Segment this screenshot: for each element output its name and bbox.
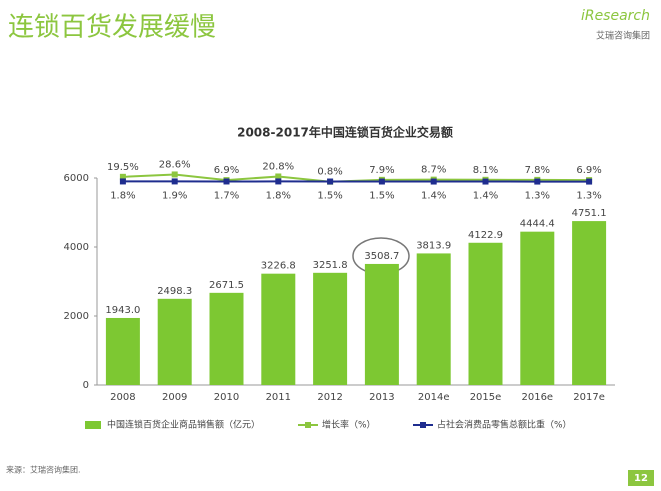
- point-label: 1.4%: [421, 191, 446, 202]
- marker: [327, 178, 334, 185]
- point-label: 1.5%: [369, 191, 394, 202]
- bar-label: 2671.5: [209, 280, 244, 291]
- bar: [313, 272, 348, 385]
- bar: [105, 317, 140, 385]
- legend-label: 占社会消费品零售总额比重（%）: [437, 419, 572, 431]
- point-label: 7.9%: [369, 165, 394, 176]
- x-tick-label: 2011: [266, 392, 291, 403]
- bar-label: 4444.4: [520, 219, 555, 230]
- bar: [157, 298, 192, 385]
- x-tick-label: 2009: [162, 392, 187, 403]
- page-number: 12: [634, 473, 648, 484]
- point-label: 1.3%: [576, 191, 601, 202]
- marker: [223, 178, 230, 185]
- marker: [275, 173, 282, 180]
- bar-label: 1943.0: [105, 305, 140, 316]
- x-tick-label: 2008: [110, 392, 135, 403]
- legend-swatch: [420, 422, 426, 428]
- bar: [468, 242, 503, 385]
- marker: [482, 178, 489, 185]
- marker: [119, 173, 126, 180]
- point-label: 0.8%: [317, 167, 342, 178]
- chart-title: 2008-2017年中国连锁百货企业交易额: [237, 125, 453, 140]
- brand: iResearch: [581, 8, 650, 24]
- bar-label: 3226.8: [261, 261, 296, 272]
- brand-sub: 艾瑞咨询集团: [596, 30, 650, 42]
- point-label: 8.1%: [473, 165, 498, 176]
- point-label: 20.8%: [262, 161, 294, 172]
- y-tick-label: 4000: [64, 242, 89, 253]
- legend-label: 增长率（%）: [322, 419, 376, 431]
- point-label: 1.5%: [317, 191, 342, 202]
- x-tick-label: 2010: [214, 392, 239, 403]
- x-tick-label: 2017e: [573, 392, 605, 403]
- point-label: 1.8%: [110, 190, 135, 201]
- bar-label: 3251.8: [313, 260, 348, 271]
- point-label: 1.4%: [473, 191, 498, 202]
- source: 来源：艾瑞咨询集团.: [6, 465, 81, 475]
- y-tick-label: 0: [83, 380, 89, 391]
- y-tick-label: 2000: [64, 311, 89, 322]
- point-label: 8.7%: [421, 165, 446, 176]
- point-label: 1.9%: [162, 190, 187, 201]
- bar-label: 3813.9: [416, 240, 451, 251]
- bar-label: 4122.9: [468, 230, 503, 241]
- bar-label: 4751.1: [572, 208, 607, 219]
- x-tick-label: 2012: [317, 392, 342, 403]
- point-label: 6.9%: [576, 165, 601, 176]
- x-tick-label: 2016e: [521, 392, 553, 403]
- x-tick-label: 2015e: [470, 392, 502, 403]
- bar: [416, 253, 451, 385]
- marker: [378, 178, 385, 185]
- bar: [209, 292, 244, 385]
- point-label: 19.5%: [107, 162, 139, 173]
- x-tick-label: 2013: [369, 392, 394, 403]
- point-label: 6.9%: [214, 165, 239, 176]
- y-tick-label: 6000: [64, 173, 89, 184]
- marker: [534, 178, 541, 185]
- slide-title: 连锁百货发展缓慢: [8, 13, 216, 43]
- bar-label: 2498.3: [157, 286, 192, 297]
- marker: [119, 178, 126, 185]
- marker: [275, 178, 282, 185]
- bar: [364, 263, 399, 385]
- bar-label: 3508.7: [364, 251, 399, 262]
- legend-swatch: [85, 421, 101, 429]
- bar: [261, 273, 296, 385]
- marker: [171, 171, 178, 178]
- bar: [572, 221, 607, 385]
- point-label: 28.6%: [159, 159, 191, 170]
- point-label: 1.3%: [525, 191, 550, 202]
- marker: [171, 178, 178, 185]
- page-badge: [628, 470, 654, 486]
- x-tick-label: 2014e: [418, 392, 450, 403]
- point-label: 7.8%: [525, 165, 550, 176]
- point-label: 1.7%: [214, 190, 239, 201]
- legend-label: 中国连锁百货企业商品销售额（亿元）: [107, 419, 260, 431]
- point-label: 1.8%: [266, 190, 291, 201]
- bar: [520, 231, 555, 385]
- legend-swatch: [305, 422, 311, 428]
- marker: [586, 178, 593, 185]
- marker: [430, 178, 437, 185]
